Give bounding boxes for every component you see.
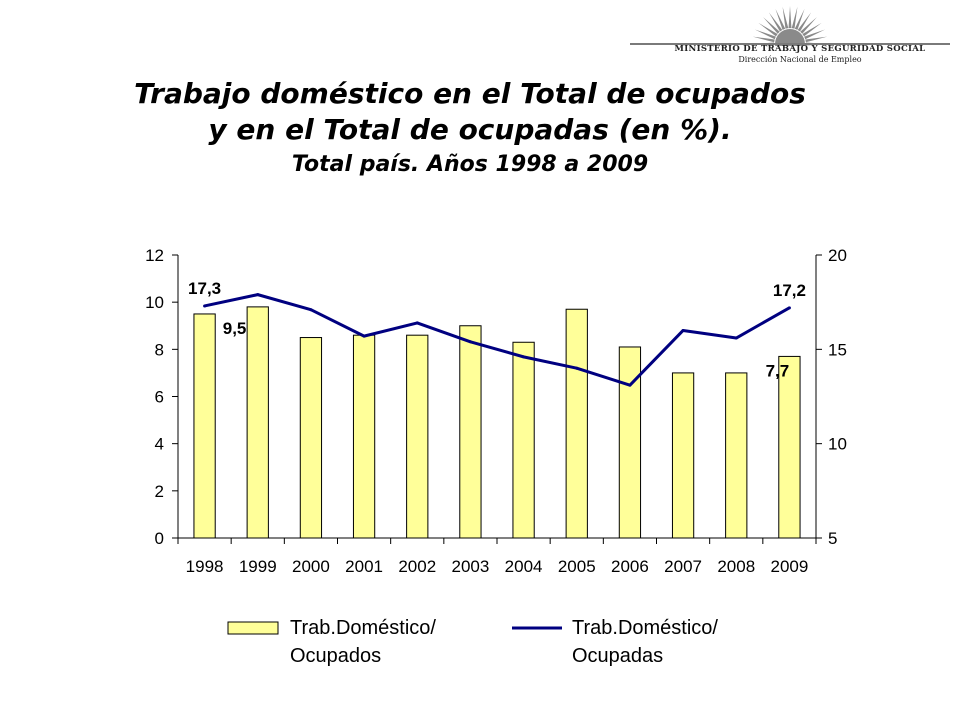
bar <box>406 334 429 539</box>
x-tick-label: 2002 <box>398 557 436 576</box>
bar <box>299 337 323 539</box>
sun-ray <box>802 22 822 37</box>
bar <box>512 341 535 539</box>
series-line <box>204 293 791 387</box>
line-data-label: 17,3 <box>188 279 221 298</box>
line-data-label: 17,2 <box>773 281 806 300</box>
chart-subtitle: Total país. Años 1998 a 2009 <box>291 152 649 177</box>
legend-label-bars-line1: Trab.Doméstico/ <box>290 617 436 639</box>
left-tick-label: 10 <box>145 293 164 312</box>
sun-ray <box>800 17 817 34</box>
line-point <box>468 340 472 344</box>
sun-ray <box>775 8 786 30</box>
bar <box>352 334 376 539</box>
bar <box>725 372 748 539</box>
sun-ray <box>788 6 792 29</box>
sun-ray <box>791 6 798 29</box>
sun-ray <box>758 22 778 37</box>
title-block: Trabajo doméstico en el Total de ocupado… <box>0 76 940 180</box>
x-tick-label: 2006 <box>611 557 649 576</box>
sun-ray <box>752 36 775 43</box>
x-tick-label: 2009 <box>771 557 809 576</box>
line-point <box>522 355 526 359</box>
line-point <box>628 383 632 387</box>
line-point <box>256 293 260 297</box>
sun-ray <box>763 17 780 34</box>
legend-label-line-line2: Ocupadas <box>572 645 663 667</box>
left-tick-label: 6 <box>155 388 164 407</box>
bar <box>618 346 642 539</box>
bar-data-label: 7,7 <box>766 361 790 380</box>
legend-label-line-line1: Trab.Doméstico/ <box>572 617 718 639</box>
line-point <box>362 334 366 338</box>
sun-ray <box>794 8 805 30</box>
right-tick-label: 10 <box>828 435 847 454</box>
x-tick-label: 2004 <box>505 557 543 576</box>
bar-data-label: 9,5 <box>223 319 247 338</box>
line-point <box>575 366 579 370</box>
sun-ray <box>804 29 826 40</box>
left-tick-label: 12 <box>145 246 164 265</box>
sun-emblem-icon <box>630 6 950 59</box>
logo-ministry-name: MINISTERIO DE TRABAJO Y SEGURIDAD SOCIAL <box>674 44 926 54</box>
bar <box>778 355 801 539</box>
x-tick-label: 2001 <box>345 557 383 576</box>
sun-ray <box>768 12 783 32</box>
sun-ray <box>797 12 812 32</box>
left-tick-label: 2 <box>155 482 164 501</box>
left-tick-label: 8 <box>155 340 164 359</box>
line-point <box>203 304 207 308</box>
left-tick-label: 0 <box>155 529 164 548</box>
right-tick-label: 5 <box>828 529 837 548</box>
chart-title-line1: Trabajo doméstico en el Total de ocupado… <box>134 77 806 110</box>
x-tick-label: 1998 <box>186 557 224 576</box>
legend-swatch-bars <box>227 621 279 635</box>
bar <box>565 308 588 539</box>
left-tick-label: 4 <box>155 435 164 454</box>
bar <box>459 325 482 539</box>
sun-ray <box>782 6 789 29</box>
bar <box>671 372 695 539</box>
x-tick-label: 2003 <box>452 557 490 576</box>
x-tick-label: 2005 <box>558 557 596 576</box>
right-tick-label: 15 <box>828 340 847 359</box>
x-tick-label: 1999 <box>239 557 277 576</box>
line-point <box>681 328 685 332</box>
line-point <box>787 306 791 310</box>
x-tick-label: 2008 <box>717 557 755 576</box>
right-tick-label: 20 <box>828 246 847 265</box>
x-tick-label: 2000 <box>292 557 330 576</box>
x-tick-label: 2007 <box>664 557 702 576</box>
bar <box>246 306 269 539</box>
line-point <box>309 308 313 312</box>
line-point <box>734 336 738 340</box>
sun-ray <box>754 29 776 40</box>
ministry-logo: MINISTERIO DE TRABAJO Y SEGURIDAD SOCIAL… <box>620 2 960 70</box>
line-point <box>415 321 419 325</box>
legend-label-bars-line2: Ocupados <box>290 645 381 667</box>
chart-title-line2: y en el Total de ocupadas (en %). <box>208 113 732 146</box>
bar <box>193 313 216 539</box>
logo-directorate-name: Dirección Nacional de Empleo <box>738 55 862 64</box>
sun-ray <box>805 36 828 43</box>
